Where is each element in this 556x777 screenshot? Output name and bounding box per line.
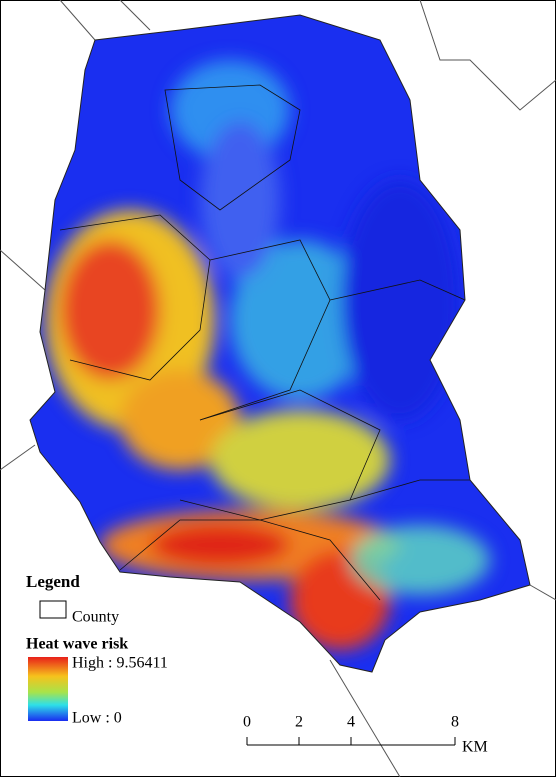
- scale-tick-label: 0: [243, 714, 251, 731]
- scale-tick-label: 2: [295, 714, 303, 731]
- county-label: County: [72, 609, 119, 626]
- scale-bar: KM 0 2 4 8: [243, 714, 488, 756]
- legend-title: Legend: [26, 572, 80, 591]
- region-outline: [29, 14, 531, 673]
- scale-tick-label: 8: [451, 714, 459, 731]
- high-label: High : 9.56411: [72, 655, 168, 672]
- low-label: Low : 0: [72, 710, 122, 727]
- color-ramp: [28, 657, 68, 721]
- risk-title: Heat wave risk: [26, 636, 128, 653]
- scale-tick-label: 4: [347, 714, 355, 731]
- county-swatch: [39, 600, 67, 619]
- scale-unit: KM: [462, 739, 488, 756]
